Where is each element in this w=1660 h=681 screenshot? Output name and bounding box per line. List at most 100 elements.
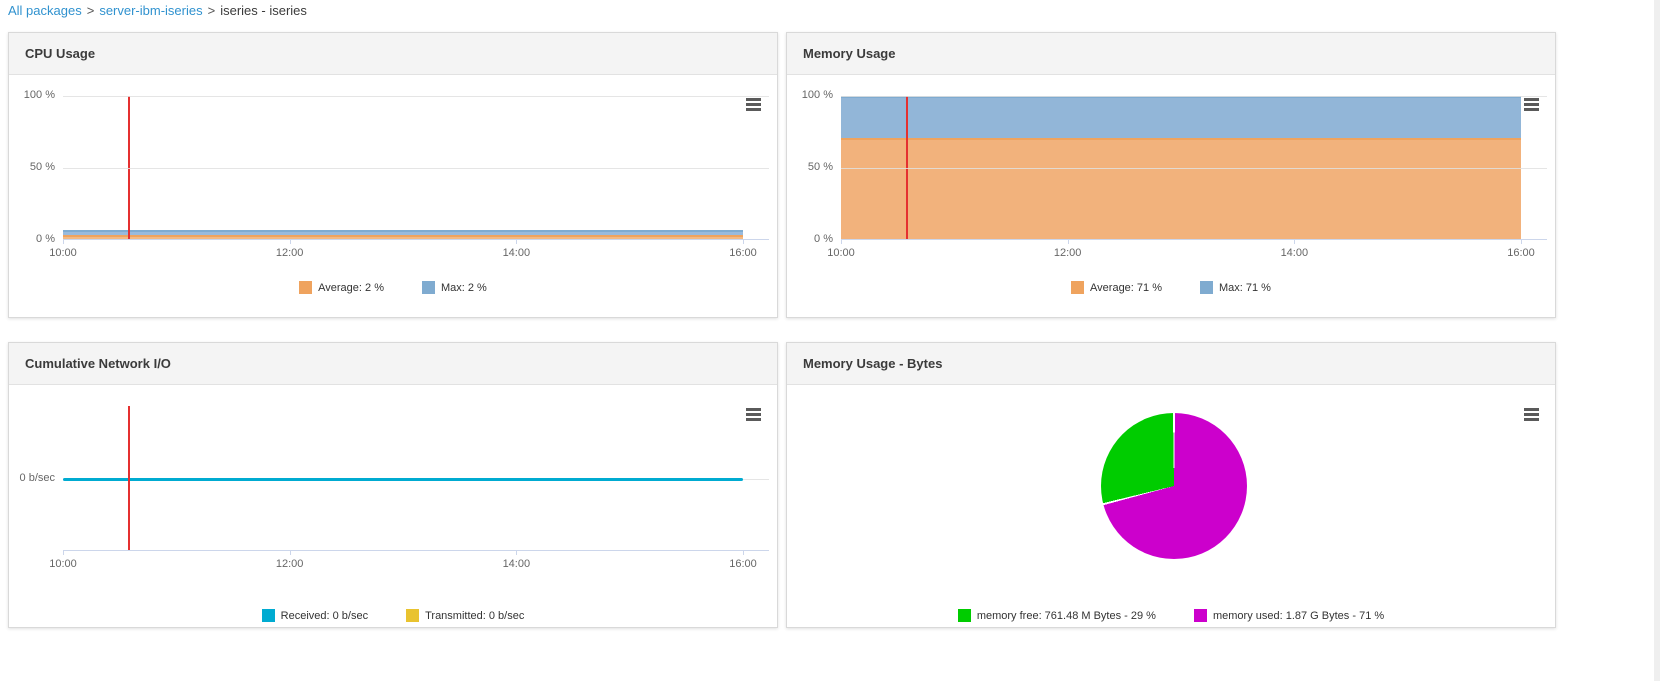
x-axis-label: 10:00 xyxy=(49,247,77,259)
x-axis-label: 14:00 xyxy=(1280,247,1309,259)
panel-body: memory free: 761.48 M Bytes - 29 % memory… xyxy=(787,385,1555,627)
x-axis-label: 10:00 xyxy=(827,247,855,259)
legend-swatch xyxy=(421,281,435,294)
legend-swatch xyxy=(1200,281,1213,294)
chart-context-menu-icon[interactable] xyxy=(746,408,761,421)
chart-context-menu-icon[interactable] xyxy=(1524,98,1539,111)
x-axis-tick xyxy=(516,551,518,555)
x-axis-tick xyxy=(1521,240,1522,244)
legend-item-transmitted[interactable]: Transmitted: 0 b/sec xyxy=(406,609,524,622)
x-axis-tick xyxy=(63,240,64,244)
legend-label: Transmitted: 0 b/sec xyxy=(425,609,525,622)
x-axis-tick xyxy=(516,240,518,244)
legend-swatch xyxy=(1071,281,1085,294)
x-axis-label: 10:00 xyxy=(49,558,77,570)
y-axis-label: 0 % xyxy=(814,233,833,245)
series-area-average xyxy=(841,137,1521,240)
y-axis-label: 50 % xyxy=(29,161,55,173)
legend-label: memory free: 761.48 M Bytes - 29 % xyxy=(976,609,1156,622)
scrollbar-track[interactable] xyxy=(1654,0,1660,681)
panel-title: CPU Usage xyxy=(25,46,96,61)
legend-swatch xyxy=(957,609,971,622)
pie-chart-legend: memory free: 761.48 M Bytes - 29 % memory… xyxy=(787,609,1555,622)
series-area-max xyxy=(841,96,1521,138)
x-axis-label: 16:00 xyxy=(1507,247,1535,259)
legend-item-memory-free[interactable]: memory free: 761.48 M Bytes - 29 % xyxy=(957,609,1156,622)
panel-title: Memory Usage - Bytes xyxy=(803,356,943,371)
legend-label: Average: 71 % xyxy=(1090,281,1162,294)
breadcrumb-current: iseries - iseries xyxy=(220,3,307,18)
panel-cumulative-network-io: Cumulative Network I/O 10:00 12:00 14:00 16… xyxy=(8,342,778,628)
panel-header: CPU Usage xyxy=(9,33,777,75)
legend-item-average[interactable]: Average: 71 % xyxy=(1071,281,1162,294)
x-axis-tick xyxy=(1294,240,1296,244)
network-io-chart: 10:00 12:00 14:00 16:00 0 b/sec xyxy=(20,406,769,570)
breadcrumb-separator: > xyxy=(86,3,95,18)
plot-series-area: 10:00 12:00 14:00 16:00 xyxy=(49,406,757,570)
time-marker-line xyxy=(128,406,131,551)
panel-body: 10:00 12:00 14:00 16:00 100 % 50 % 0 % Average… xyxy=(787,75,1555,317)
panel-title: Cumulative Network I/O xyxy=(25,356,171,371)
panel-header: Memory Usage xyxy=(787,33,1555,75)
legend-swatch xyxy=(299,281,313,294)
x-axis-tick xyxy=(289,551,291,555)
x-axis-tick xyxy=(1067,240,1069,244)
cpu-chart-legend: Average: 2 % Max: 2 % xyxy=(9,281,777,294)
legend-item-max[interactable]: Max: 2 % xyxy=(421,281,487,294)
x-axis-tick xyxy=(841,240,842,244)
x-axis-tick xyxy=(289,240,291,244)
x-axis-label: 16:00 xyxy=(729,247,757,259)
breadcrumb-separator: > xyxy=(207,3,216,18)
chart-context-menu-icon[interactable] xyxy=(746,98,761,111)
x-axis-label: 14:00 xyxy=(502,247,531,259)
x-axis-label: 16:00 xyxy=(729,558,757,570)
memory-chart-legend: Average: 71 % Max: 71 % xyxy=(787,281,1555,294)
legend-label: Received: 0 b/sec xyxy=(280,609,369,622)
legend-label: Average: 2 % xyxy=(318,281,384,294)
x-axis-label: 12:00 xyxy=(275,558,304,570)
x-axis-label: 14:00 xyxy=(502,558,531,570)
breadcrumb-link-all-packages[interactable]: All packages xyxy=(8,3,82,18)
time-marker-line xyxy=(128,96,131,240)
series-area-average xyxy=(63,235,743,240)
panel-header: Memory Usage - Bytes xyxy=(787,343,1555,385)
legend-item-max[interactable]: Max: 71 % xyxy=(1200,281,1271,294)
legend-swatch xyxy=(1193,609,1207,622)
memory-bytes-pie-chart xyxy=(1101,413,1247,559)
x-axis-tick xyxy=(743,240,744,244)
y-axis-label: 0 % xyxy=(36,233,55,245)
legend-item-received[interactable]: Received: 0 b/sec xyxy=(261,609,369,622)
memory-usage-chart: 10:00 12:00 14:00 16:00 100 % 50 % 0 % xyxy=(802,89,1547,259)
panel-cpu-usage: CPU Usage 10:00 12:00 14:00 16:00 100 % 50 % 0… xyxy=(8,32,778,318)
breadcrumb-link-server-ibm-iseries[interactable]: server-ibm-iseries xyxy=(99,3,203,18)
y-axis-label: 100 % xyxy=(801,89,833,101)
panel-body: 10:00 12:00 14:00 16:00 100 % 50 % 0 % Average… xyxy=(9,75,777,317)
legend-label: Max: 2 % xyxy=(440,281,487,294)
panel-header: Cumulative Network I/O xyxy=(9,343,777,385)
y-axis-label: 50 % xyxy=(807,161,833,173)
y-axis-label: 0 b/sec xyxy=(19,471,55,484)
legend-item-average[interactable]: Average: 2 % xyxy=(299,281,384,294)
legend-swatch xyxy=(406,609,420,622)
legend-label: Max: 71 % xyxy=(1219,281,1271,294)
y-axis-label: 100 % xyxy=(23,89,55,101)
panel-body: 10:00 12:00 14:00 16:00 0 b/sec Received: 0 … xyxy=(9,385,777,627)
x-axis-tick xyxy=(63,551,64,555)
panel-title: Memory Usage xyxy=(803,46,896,61)
series-area-max xyxy=(63,230,743,236)
x-axis-label: 12:00 xyxy=(275,247,304,259)
plot-series-area: 10:00 12:00 14:00 16:00 xyxy=(49,96,757,259)
panel-memory-usage-bytes: Memory Usage - Bytes memory free: 761.48… xyxy=(786,342,1556,628)
panel-memory-usage: Memory Usage 10:00 12:00 14:00 16:00 100 % 50… xyxy=(786,32,1556,318)
network-chart-legend: Received: 0 b/sec Transmitted: 0 b/sec xyxy=(9,609,777,622)
series-line-received xyxy=(63,477,743,481)
x-axis-label: 12:00 xyxy=(1053,247,1082,259)
chart-context-menu-icon[interactable] xyxy=(1524,408,1539,421)
legend-item-memory-used[interactable]: memory used: 1.87 G Bytes - 71 % xyxy=(1193,609,1385,622)
legend-swatch xyxy=(261,609,275,622)
x-axis-tick xyxy=(743,551,744,555)
cpu-usage-chart: 10:00 12:00 14:00 16:00 100 % 50 % 0 % xyxy=(24,89,769,259)
legend-label: memory used: 1.87 G Bytes - 71 % xyxy=(1212,609,1385,622)
breadcrumb: All packages > server-ibm-iseries > iseries … xyxy=(8,3,307,18)
plot-series-area: 10:00 12:00 14:00 16:00 xyxy=(827,96,1535,259)
